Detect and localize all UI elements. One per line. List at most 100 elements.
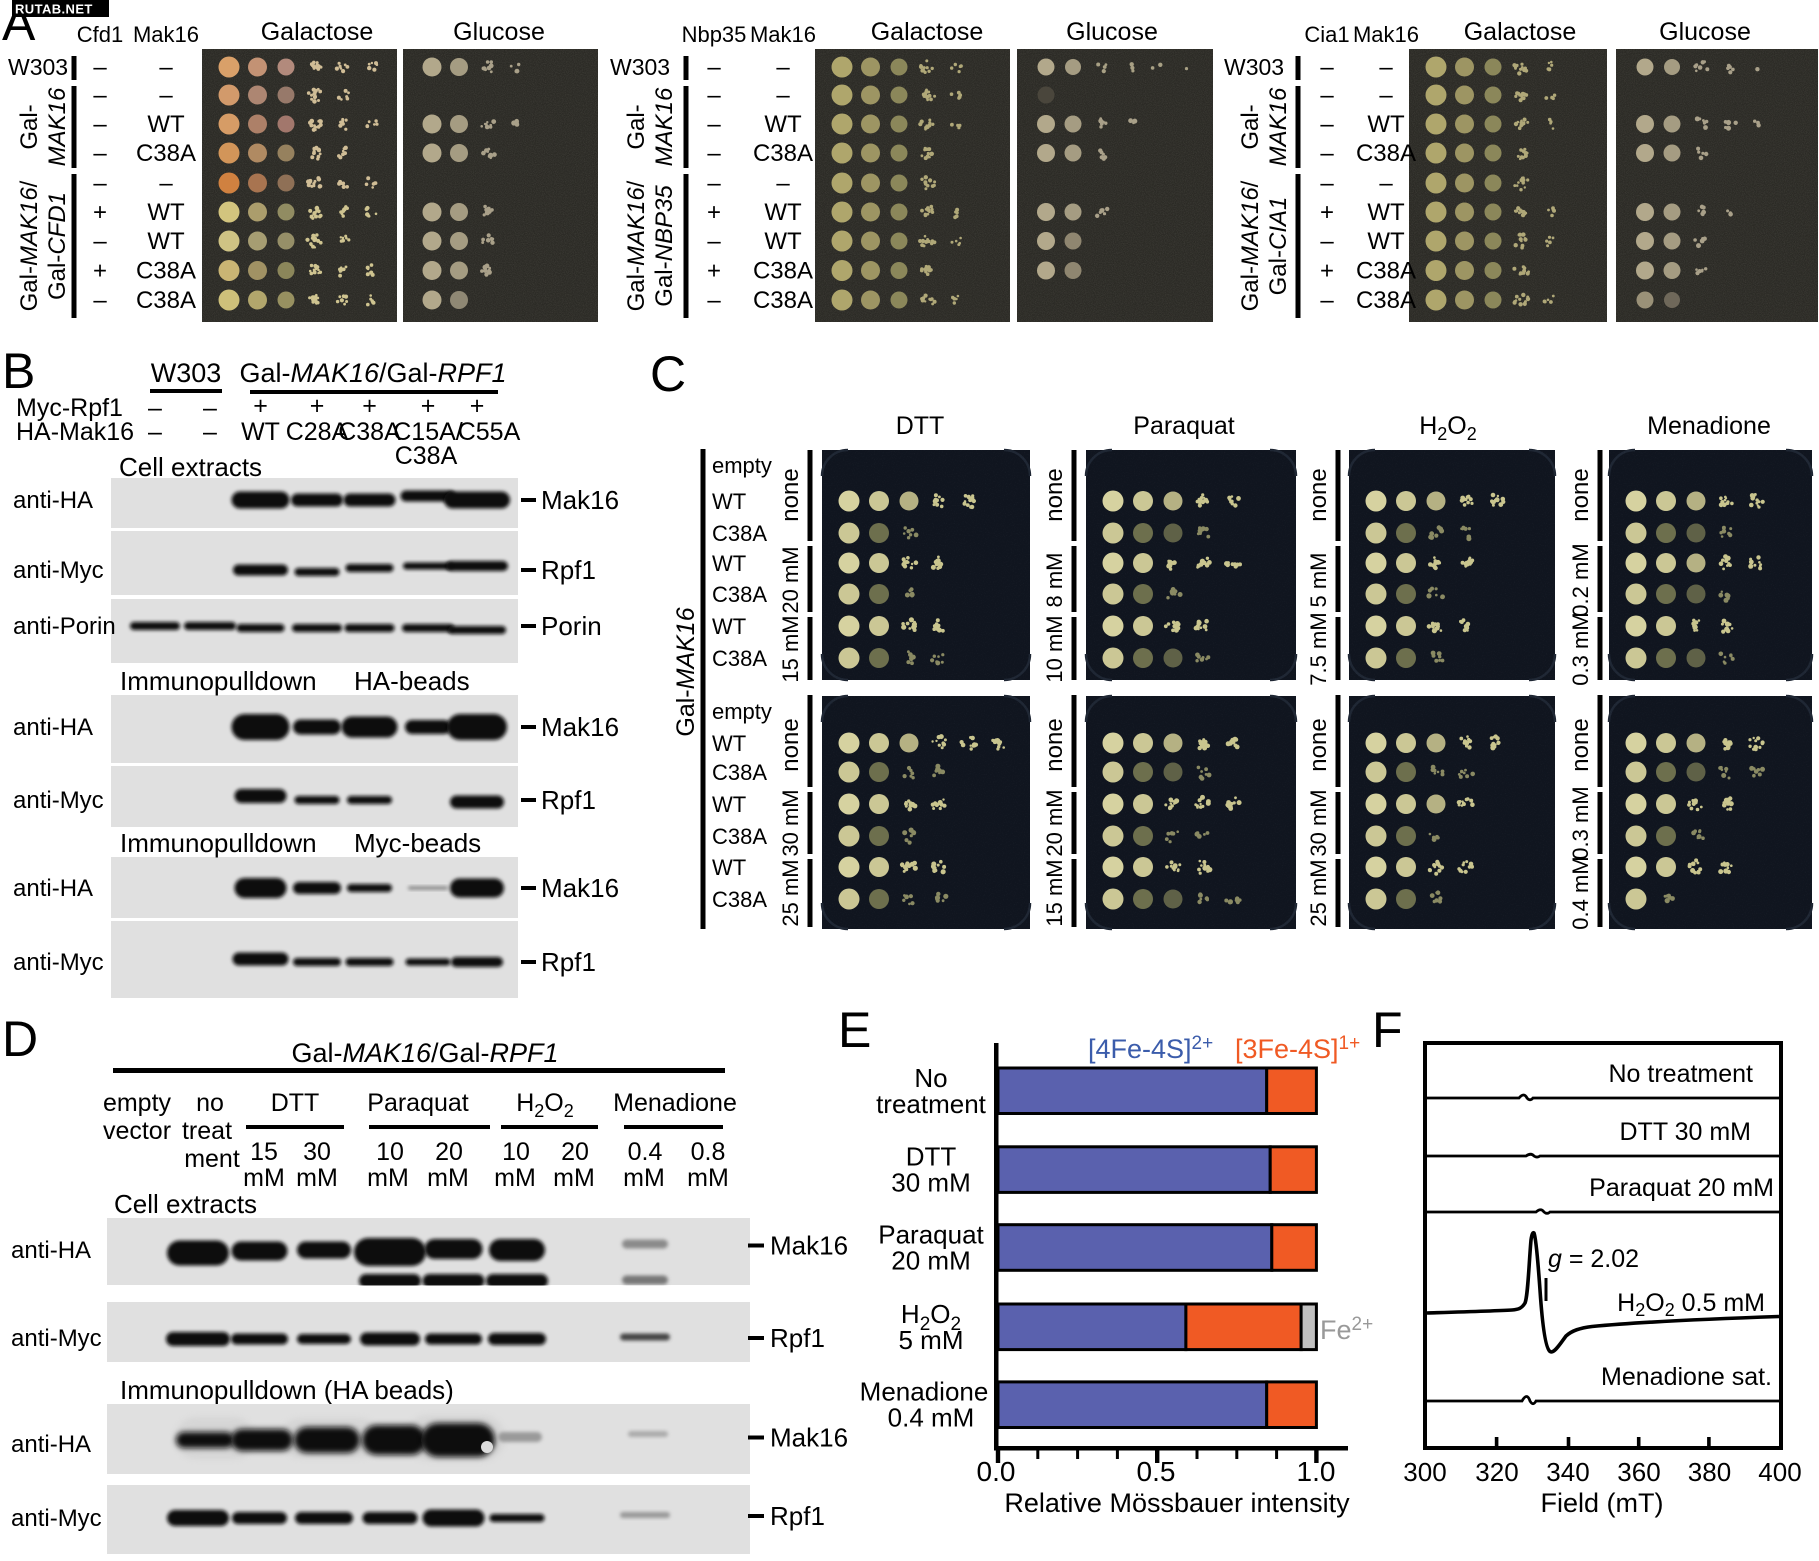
svg-text:C38A: C38A [1356,140,1416,167]
svg-text:15 mM: 15 mM [1042,859,1067,926]
svg-text:[4Fe-4S]2+: [4Fe-4S]2+ [1088,1033,1213,1064]
svg-text:Myc-beads: Myc-beads [354,828,481,858]
svg-text:none: none [1305,468,1332,521]
svg-text:Rpf1: Rpf1 [541,947,596,977]
svg-text:none: none [1567,468,1594,521]
svg-text:W303: W303 [151,358,222,388]
svg-text:–: – [1379,54,1393,81]
svg-text:10: 10 [502,1138,530,1166]
svg-text:0.8: 0.8 [691,1138,726,1166]
svg-text:Mak16: Mak16 [133,22,199,47]
svg-text:treatment: treatment [876,1089,987,1119]
svg-text:mM: mM [243,1164,285,1192]
svg-text:–: – [707,140,721,167]
svg-text:anti-HA: anti-HA [13,714,93,741]
svg-text:C38A: C38A [753,287,813,314]
svg-text:0.2 mM: 0.2 mM [1568,543,1593,616]
svg-text:WT: WT [147,199,185,226]
svg-text:WT: WT [764,199,802,226]
svg-text:Cia1: Cia1 [1304,22,1349,47]
svg-text:15: 15 [250,1138,278,1166]
svg-text:Paraquat: Paraquat [367,1089,469,1117]
svg-text:C38A: C38A [753,140,813,167]
svg-text:WT: WT [764,228,802,255]
svg-text:–: – [203,394,217,422]
svg-text:empty: empty [712,699,772,724]
svg-text:20 mM: 20 mM [891,1246,970,1276]
svg-text:Nbp35: Nbp35 [682,22,747,47]
svg-text:Menadione: Menadione [1647,412,1771,440]
svg-text:Immunopulldown: Immunopulldown [120,666,317,696]
svg-text:30 mM: 30 mM [778,789,803,856]
svg-text:Menadione: Menadione [860,1377,989,1407]
svg-text:+: + [1320,258,1334,285]
svg-text:Mak16: Mak16 [541,712,619,742]
svg-text:0.5: 0.5 [1137,1456,1176,1487]
svg-text:Glucose: Glucose [453,18,545,46]
svg-text:No: No [914,1063,947,1093]
svg-text:15 mM: 15 mM [778,615,803,682]
svg-text:Cell extracts: Cell extracts [119,452,262,482]
svg-text:Paraquat: Paraquat [1133,412,1235,440]
svg-text:+: + [707,258,721,285]
svg-text:10 mM: 10 mM [1042,615,1067,682]
svg-text:none: none [1305,718,1332,771]
svg-text:–: – [148,418,162,446]
svg-text:–: – [148,394,162,422]
svg-text:30 mM: 30 mM [1306,789,1331,856]
svg-text:treat: treat [182,1117,232,1145]
svg-text:25 mM: 25 mM [778,859,803,926]
svg-text:Gal-MAK16/Gal-RPF1: Gal-MAK16/Gal-RPF1 [291,1038,558,1068]
svg-text:20 mM: 20 mM [778,546,803,613]
svg-text:20: 20 [435,1138,463,1166]
svg-text:+: + [253,392,268,420]
svg-text:Rpf1: Rpf1 [541,555,596,585]
svg-text:[3Fe-4S]1+: [3Fe-4S]1+ [1235,1033,1360,1064]
svg-text:none: none [1041,468,1068,521]
svg-text:–: – [203,418,217,446]
svg-text:–: – [159,170,173,197]
svg-text:DTT: DTT [271,1089,320,1117]
svg-text:Gal-MAK16/: Gal-MAK16/ [1237,180,1264,311]
svg-text:1.0: 1.0 [1297,1456,1336,1487]
svg-text:MAK16: MAK16 [651,87,678,166]
svg-text:–: – [93,82,107,109]
svg-text:WT: WT [147,111,185,138]
svg-text:–: – [93,170,107,197]
svg-text:–: – [93,54,107,81]
svg-text:Gal-: Gal- [1237,104,1264,149]
svg-text:C38A: C38A [136,258,196,285]
svg-text:H2O2: H2O2 [516,1089,574,1121]
svg-text:C38A: C38A [712,646,767,671]
svg-text:ment: ment [184,1145,240,1173]
svg-text:C38A: C38A [1356,287,1416,314]
svg-text:Gal-CFD1: Gal-CFD1 [44,192,71,300]
svg-text:–: – [707,228,721,255]
svg-text:Mak16: Mak16 [541,485,619,515]
svg-text:WT: WT [712,551,746,576]
svg-text:C15A/: C15A/ [393,418,463,446]
svg-text:–: – [707,54,721,81]
svg-text:RUTAB.NET: RUTAB.NET [15,2,93,17]
svg-text:WT: WT [241,418,280,446]
svg-text:+: + [707,199,721,226]
svg-text:C38A: C38A [712,582,767,607]
svg-text:anti-Myc: anti-Myc [13,787,104,814]
svg-text:0.4: 0.4 [628,1138,663,1166]
svg-text:400: 400 [1758,1457,1801,1487]
svg-text:C38A: C38A [136,140,196,167]
svg-text:Gal-MAK16/: Gal-MAK16/ [16,180,43,311]
svg-text:5 mM: 5 mM [899,1325,964,1355]
svg-text:anti-Myc: anti-Myc [13,949,104,976]
svg-text:anti-HA: anti-HA [13,875,93,902]
svg-text:Relative Mössbauer intensity: Relative Mössbauer intensity [1004,1488,1350,1518]
svg-text:Galactose: Galactose [871,18,984,46]
svg-text:–: – [707,111,721,138]
svg-text:Rpf1: Rpf1 [770,1501,825,1531]
svg-text:vector: vector [103,1117,171,1145]
svg-text:Paraquat: Paraquat [878,1220,984,1250]
svg-text:mM: mM [687,1164,729,1192]
svg-text:Paraquat 20 mM: Paraquat 20 mM [1589,1174,1774,1202]
svg-text:–: – [1320,170,1334,197]
svg-text:C38A: C38A [712,824,767,849]
